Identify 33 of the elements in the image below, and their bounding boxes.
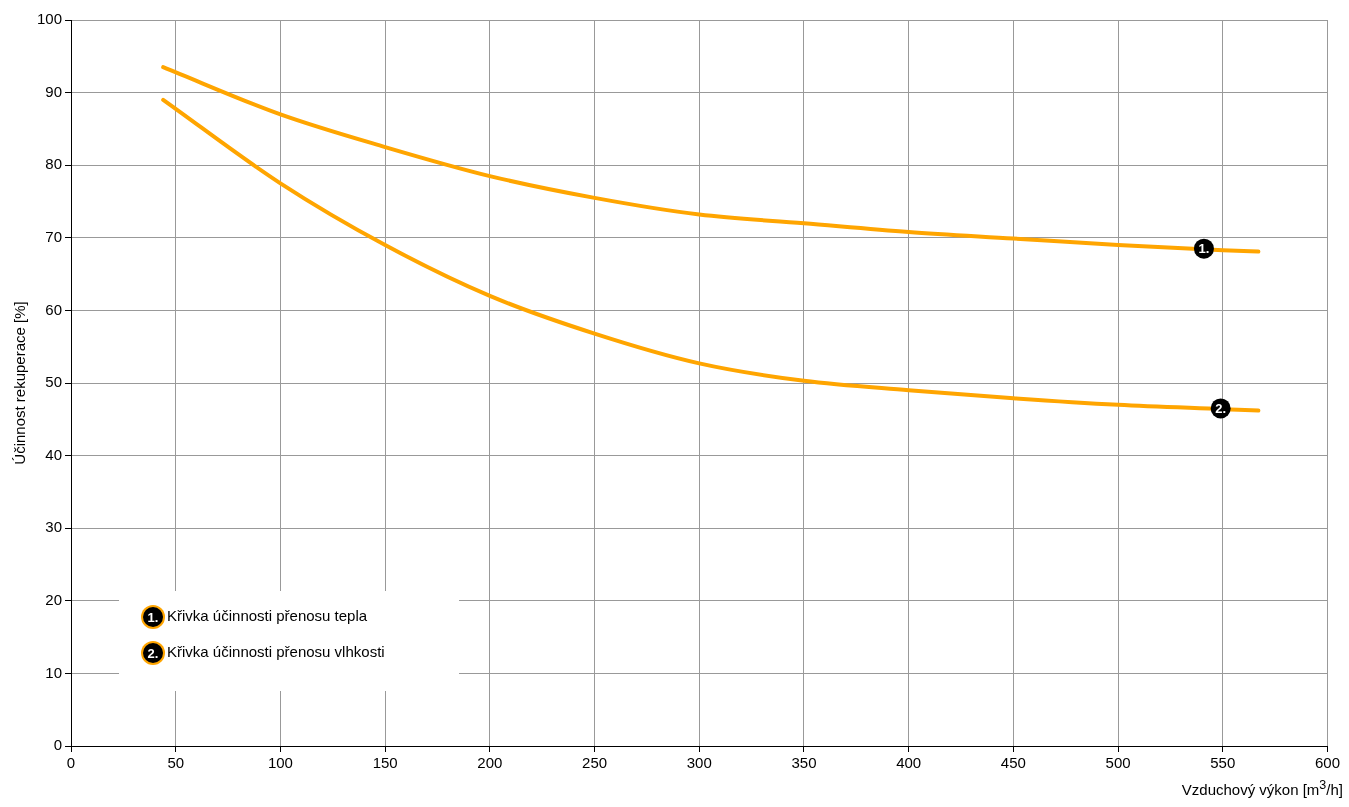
x-tick-label: 350 (791, 754, 817, 772)
legend-label: Křivka účinnosti přenosu vlhkosti (167, 643, 385, 661)
x-tick-label: 250 (582, 754, 608, 772)
y-tick-label: 50 (45, 373, 63, 391)
x-tick-label: 200 (477, 754, 503, 772)
annotation: 2. (1215, 400, 1227, 416)
x-tick-label: 50 (167, 754, 185, 772)
annotation: 1. (1198, 241, 1210, 257)
y-tick-label: 20 (45, 590, 63, 608)
x-tick-label: 500 (1105, 754, 1131, 772)
text: 1. (147, 609, 159, 625)
y-axis-title: Účinnost rekuperace [%] (11, 301, 29, 465)
y-tick-label: 40 (45, 445, 63, 463)
y-tick-label: 10 (45, 663, 63, 681)
line-series (161, 65, 1261, 254)
x-tick-label: 100 (267, 754, 293, 772)
x-axis-title: Vzduchový výkon [m$^{3}$/h] (1181, 778, 1343, 798)
legend-label: Křivka účinnosti přenosu tepla (167, 607, 368, 625)
x-tick-label: 150 (372, 754, 398, 772)
y-tick-label: 80 (45, 155, 63, 173)
y-tick-label: 100 (37, 10, 63, 28)
y-tick-label: 60 (45, 300, 63, 318)
x-tick-label: 450 (1000, 754, 1026, 772)
x-tick-label: 400 (896, 754, 922, 772)
y-tick-label: 30 (45, 518, 63, 536)
y-tick-label: 0 (53, 736, 63, 754)
x-tick-label: 600 (1314, 754, 1340, 772)
x-tick-label: 300 (686, 754, 712, 772)
x-tick-label: 550 (1210, 754, 1236, 772)
text: 2. (147, 645, 159, 661)
x-tick-label: 0 (66, 754, 76, 772)
y-tick-label: 90 (45, 82, 63, 100)
y-tick-label: 70 (45, 227, 63, 245)
